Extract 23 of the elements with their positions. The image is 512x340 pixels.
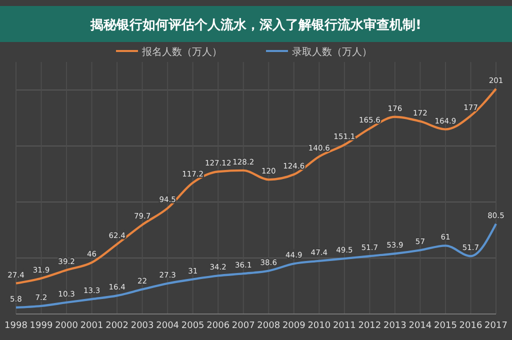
x-tick-label: 2017	[484, 321, 508, 331]
x-tick-label: 2002	[106, 321, 129, 331]
x-tick-label: 2011	[332, 321, 356, 331]
x-tick-label: 2015	[434, 321, 457, 331]
x-tick-label: 2012	[358, 321, 382, 331]
x-tick-label: 2004	[156, 321, 180, 331]
x-tick-label: 1999	[30, 321, 53, 331]
x-tick-label: 2000	[55, 321, 78, 331]
x-tick-label: 2009	[282, 321, 306, 331]
x-tick-label: 2007	[232, 321, 255, 331]
x-tick-label: 2006	[206, 321, 230, 331]
x-tick-label: 2008	[257, 321, 280, 331]
x-tick-label: 1998	[4, 321, 28, 331]
legend-label: 录取人数（万人）	[292, 47, 372, 58]
x-tick-label: 2016	[459, 321, 482, 331]
legend-label: 报名人数（万人）	[141, 46, 222, 58]
x-tick-label: 2003	[130, 321, 154, 331]
x-tick-label: 2005	[181, 321, 204, 331]
x-tick-label: 2014	[408, 321, 432, 331]
x-tick-label: 2001	[80, 321, 104, 331]
x-tick-label: 2013	[383, 321, 406, 331]
chart-title: 揭秘银行如何评估个人流水，深入了解银行流水审查机制!	[90, 17, 422, 33]
x-tick-label: 2010	[308, 321, 331, 331]
